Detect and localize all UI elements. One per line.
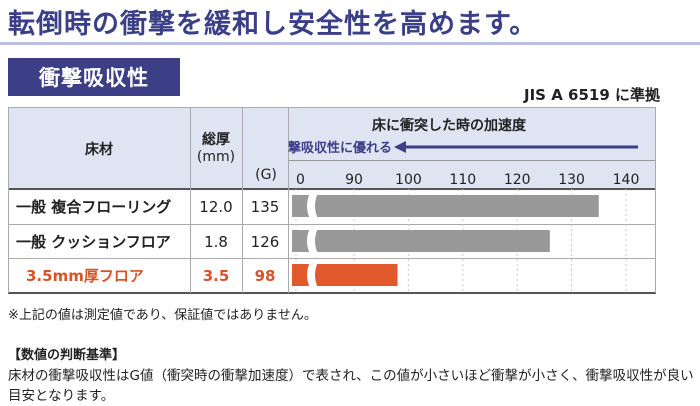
bar-2 (292, 230, 550, 252)
tick-label-130: 130 (558, 172, 585, 188)
better-arrow-head (394, 141, 406, 153)
tick-label-110: 110 (449, 172, 476, 188)
row-rule-2 (8, 258, 656, 259)
tick-label-100: 100 (395, 172, 422, 188)
row-2-material: 一般 クッションフロア (16, 233, 171, 251)
axis-break-2 (307, 228, 318, 254)
row-2-thickness: 1.8 (204, 232, 228, 251)
tick-label-90: 90 (345, 172, 363, 188)
row-rule-1 (8, 224, 656, 225)
col-divider-3 (288, 107, 289, 293)
row-3-material: 3.5mm厚フロア (26, 267, 144, 285)
headline: 転倒時の衝撃を緩和し安全性を高めます。 (8, 9, 538, 40)
header-thickness: 総厚 (202, 132, 230, 148)
bar-3 (292, 264, 398, 286)
header-accel: 床に衝突した時の加速度 (372, 118, 526, 134)
tick-label-140: 140 (613, 172, 640, 188)
col-divider-2 (242, 107, 243, 293)
axis-break-1 (307, 193, 318, 219)
table-top-rule (8, 107, 656, 108)
standard-note: JIS A 6519 に準拠 (524, 86, 660, 104)
row-2-value: 126 (250, 232, 280, 251)
row-1-value: 135 (250, 197, 280, 216)
tick-label-120: 120 (504, 172, 531, 188)
axis-break-3 (307, 262, 318, 288)
tick-label-0: 0 (296, 172, 305, 188)
better-label: 衝撃吸収性に優れる (288, 140, 392, 156)
impact-table: 床材 総厚 (mm) 床に衝突した時の加速度 (G) 一般 複合フローリング 1… (8, 107, 656, 294)
criteria-title: 【数値の判断基準】 (8, 348, 126, 363)
header-bottom-rule (8, 188, 656, 190)
col-divider-1 (190, 107, 191, 293)
row-1-thickness: 12.0 (199, 197, 233, 216)
row-3-thickness: 3.5 (202, 266, 230, 285)
row-3-value: 98 (254, 266, 276, 285)
accel-bar-chart: 0 90 100 110 120 130 140 衝撃吸収性に優れる (288, 140, 640, 293)
table-right-rule (655, 107, 656, 293)
section-label: 衝撃吸収性 (8, 58, 180, 96)
disclaimer-note: ※上記の値は測定値であり、保証値ではありません。 (8, 308, 317, 323)
header-unit: (G) (255, 167, 277, 183)
criteria-text: 床材の衝撃吸収性はG値（衝突時の衝撃加速度）で表され、この値が小さいほど衝撃が小… (8, 368, 694, 404)
table-left-rule (8, 107, 9, 293)
header-thickness-unit: (mm) (196, 149, 236, 165)
header-material: 床材 (85, 142, 113, 158)
row-1-material: 一般 複合フローリング (16, 198, 172, 216)
headline-rule (0, 42, 700, 45)
bar-1 (292, 195, 599, 217)
header-sub-rule (288, 160, 656, 161)
table-bottom-rule (8, 292, 656, 294)
